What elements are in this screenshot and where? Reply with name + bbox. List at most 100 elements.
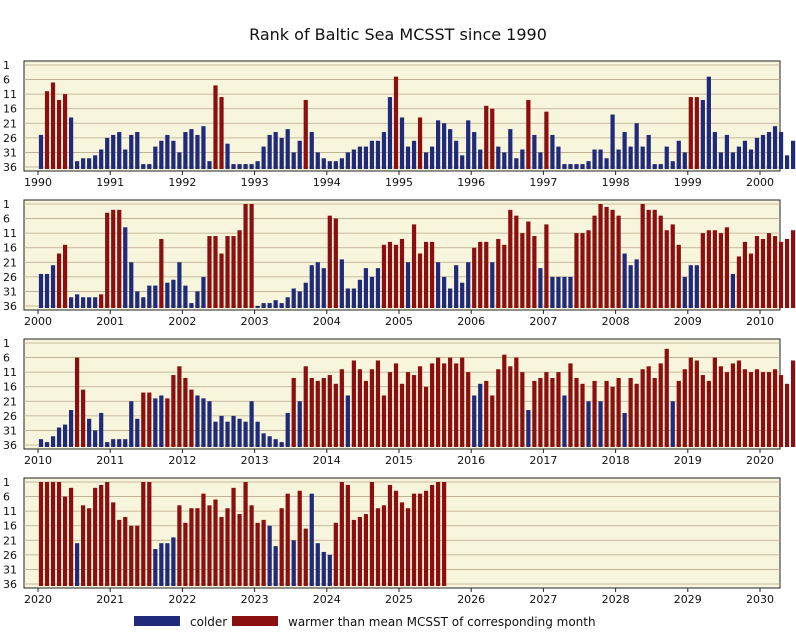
bar-warmer — [442, 482, 447, 586]
bar-warmer — [219, 97, 224, 169]
bar-colder — [634, 259, 639, 308]
bar-warmer — [333, 218, 338, 308]
bar-colder — [243, 164, 248, 169]
y-tick-label: 6 — [3, 74, 10, 87]
bar-warmer — [417, 366, 423, 447]
bar-colder — [68, 117, 74, 169]
bar-colder — [423, 152, 429, 169]
y-tick-label: 11 — [3, 505, 17, 518]
bar-warmer — [423, 386, 429, 447]
bar-colder — [123, 439, 128, 447]
bar-colder — [399, 117, 405, 169]
bar-colder — [177, 262, 182, 308]
bar-colder — [345, 152, 350, 169]
bar-colder — [514, 158, 519, 169]
legend-swatch-warmer — [232, 616, 278, 626]
bar-warmer — [183, 522, 188, 586]
bar-warmer — [598, 204, 603, 308]
bar-colder — [68, 297, 74, 308]
bar-colder — [448, 288, 453, 308]
y-tick-label: 26 — [3, 271, 17, 284]
bar-warmer — [604, 206, 609, 308]
bar-colder — [436, 262, 441, 308]
bar-warmer — [81, 389, 86, 447]
bar-colder — [429, 146, 435, 169]
bar-warmer — [592, 215, 597, 308]
bar-warmer — [658, 215, 663, 308]
bar-colder — [153, 285, 158, 308]
bar-colder — [520, 149, 525, 169]
bar-warmer — [580, 383, 585, 447]
bar-warmer — [375, 508, 381, 586]
bar-colder — [610, 114, 615, 169]
bar-warmer — [381, 244, 387, 308]
bar-warmer — [303, 366, 308, 447]
bar-warmer — [381, 505, 387, 586]
bar-warmer — [56, 482, 62, 586]
bar-colder — [327, 161, 332, 169]
x-tick-label: 2017 — [529, 454, 557, 467]
bar-colder — [135, 132, 140, 169]
y-tick-label: 1 — [3, 59, 10, 72]
bar-colder — [550, 276, 555, 308]
bar-colder — [688, 265, 693, 308]
bar-colder — [255, 421, 260, 447]
y-tick-label: 11 — [3, 227, 17, 240]
bar-warmer — [309, 377, 314, 447]
bar-colder — [225, 421, 230, 447]
y-tick-label: 11 — [3, 366, 17, 379]
bar-warmer — [706, 230, 711, 308]
bar-warmer — [508, 209, 513, 308]
bar-colder — [255, 161, 260, 169]
bar-warmer — [213, 499, 218, 586]
bar-colder — [333, 161, 338, 169]
bar-warmer — [62, 496, 68, 586]
bar-colder — [604, 158, 609, 169]
bar-colder — [490, 262, 495, 308]
y-tick-label: 36 — [3, 300, 17, 313]
bar-colder — [586, 161, 591, 169]
bar-warmer — [586, 230, 591, 308]
bar-colder — [297, 140, 302, 169]
x-tick-label: 2001 — [96, 315, 124, 328]
bar-warmer — [123, 516, 128, 586]
bar-colder — [267, 134, 272, 169]
x-tick-label: 2012 — [168, 454, 196, 467]
bar-colder — [285, 412, 290, 447]
bar-warmer — [225, 508, 230, 586]
bar-warmer — [778, 375, 784, 447]
bar-warmer — [213, 236, 218, 308]
bar-colder — [87, 297, 92, 308]
bar-warmer — [556, 372, 561, 447]
bar-warmer — [646, 366, 651, 447]
bar-colder — [225, 143, 230, 169]
bar-warmer — [50, 82, 56, 169]
bar-colder — [207, 161, 212, 169]
bar-colder — [38, 134, 44, 169]
bar-warmer — [532, 380, 537, 447]
y-tick-label: 21 — [3, 256, 17, 269]
bar-colder — [231, 164, 236, 169]
bar-colder — [363, 146, 369, 169]
bar-warmer — [423, 490, 429, 586]
bar-warmer — [628, 377, 633, 447]
x-tick-label: 1993 — [241, 176, 269, 189]
bar-colder — [652, 164, 657, 169]
bar-colder — [111, 439, 116, 447]
bar-colder — [147, 285, 152, 308]
bar-warmer — [652, 209, 657, 308]
x-tick-label: 2010 — [746, 315, 774, 328]
bar-colder — [784, 155, 790, 169]
bar-colder — [664, 146, 669, 169]
y-tick-label: 11 — [3, 88, 17, 101]
bar-colder — [448, 129, 453, 169]
bar-colder — [273, 439, 278, 447]
bar-warmer — [616, 377, 621, 447]
bar-colder — [321, 551, 326, 586]
bar-colder — [117, 439, 122, 447]
y-tick-label: 21 — [3, 534, 17, 547]
bar-warmer — [129, 525, 134, 586]
bar-colder — [267, 525, 272, 586]
bar-colder — [243, 421, 248, 447]
bar-warmer — [255, 522, 260, 586]
